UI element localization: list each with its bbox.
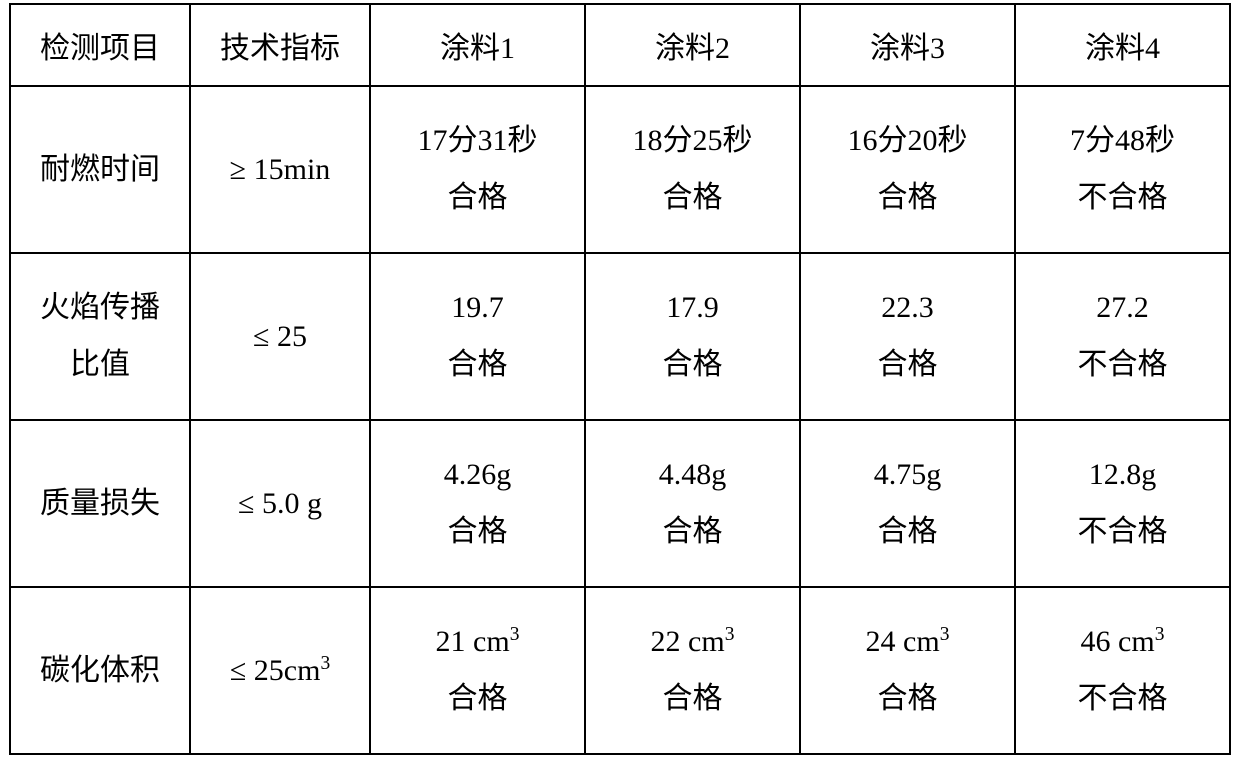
cell-result: 合格 [448,670,508,727]
cell-value: 46 cm3 [1081,613,1165,670]
row-label: 耐燃时间 [10,86,190,253]
table-cell: 27.2 不合格 [1015,253,1230,420]
row-spec: ≤ 25cm3 [190,587,370,754]
cell-value: 12.8g [1089,446,1157,503]
table-cell: 17.9 合格 [585,253,800,420]
table-cell: 24 cm3 合格 [800,587,1015,754]
cell-result: 合格 [448,503,508,560]
row-label: 质量损失 [10,420,190,587]
cell-value: 17.9 [666,279,719,336]
table-cell: 4.48g 合格 [585,420,800,587]
table-cell: 12.8g 不合格 [1015,420,1230,587]
table-row: 耐燃时间 ≥ 15min 17分31秒 合格 18分25秒 合格 16分20秒 … [10,86,1230,253]
cell-result: 合格 [448,169,508,226]
cell-result: 不合格 [1078,670,1168,727]
spec-text: ≤ 25cm3 [230,642,330,699]
table-cell: 16分20秒 合格 [800,86,1015,253]
col-header: 涂料3 [800,4,1015,86]
label-text: 比值 [70,336,130,393]
cell-result: 合格 [878,503,938,560]
cell-value: 7分48秒 [1070,112,1175,169]
row-spec: ≤ 5.0 g [190,420,370,587]
cell-value: 19.7 [451,279,504,336]
cell-result: 合格 [663,670,723,727]
table-row: 火焰传播 比值 ≤ 25 19.7 合格 17.9 合格 22.3 合格 27.… [10,253,1230,420]
cell-result: 合格 [878,336,938,393]
label-text: 火焰传播 [40,279,160,336]
cell-result: 不合格 [1078,336,1168,393]
cell-value: 22.3 [881,279,934,336]
cell-value: 21 cm3 [436,613,520,670]
col-header: 涂料2 [585,4,800,86]
label-text: 耐燃时间 [40,141,160,198]
cell-value: 24 cm3 [866,613,950,670]
table-row: 碳化体积 ≤ 25cm3 21 cm3 合格 22 cm3 合格 24 cm3 … [10,587,1230,754]
cell-result: 合格 [448,336,508,393]
table-cell: 17分31秒 合格 [370,86,585,253]
table-row: 质量损失 ≤ 5.0 g 4.26g 合格 4.48g 合格 4.75g 合格 … [10,420,1230,587]
table-cell: 46 cm3 不合格 [1015,587,1230,754]
spec-text: ≤ 25 [253,308,307,365]
table-header-row: 检测项目 技术指标 涂料1 涂料2 涂料3 涂料4 [10,4,1230,86]
table-cell: 4.75g 合格 [800,420,1015,587]
cell-value: 27.2 [1096,279,1149,336]
cell-value: 17分31秒 [418,112,538,169]
cell-value: 4.48g [659,446,727,503]
cell-result: 不合格 [1078,503,1168,560]
cell-value: 22 cm3 [651,613,735,670]
row-label: 火焰传播 比值 [10,253,190,420]
cell-value: 4.75g [874,446,942,503]
table-cell: 21 cm3 合格 [370,587,585,754]
col-header: 涂料1 [370,4,585,86]
col-header: 检测项目 [10,4,190,86]
table-cell: 19.7 合格 [370,253,585,420]
cell-value: 16分20秒 [848,112,968,169]
cell-value: 18分25秒 [633,112,753,169]
table-cell: 7分48秒 不合格 [1015,86,1230,253]
table-cell: 18分25秒 合格 [585,86,800,253]
cell-result: 合格 [878,670,938,727]
cell-result: 合格 [663,169,723,226]
col-header: 技术指标 [190,4,370,86]
row-label: 碳化体积 [10,587,190,754]
label-text: 质量损失 [40,475,160,532]
table-cell: 4.26g 合格 [370,420,585,587]
col-header: 涂料4 [1015,4,1230,86]
cell-result: 不合格 [1078,169,1168,226]
table-cell: 22.3 合格 [800,253,1015,420]
data-table: 检测项目 技术指标 涂料1 涂料2 涂料3 涂料4 耐燃时间 ≥ 15min 1… [9,3,1231,755]
label-text: 碳化体积 [40,642,160,699]
row-spec: ≤ 25 [190,253,370,420]
table-cell: 22 cm3 合格 [585,587,800,754]
cell-result: 合格 [663,503,723,560]
cell-result: 合格 [878,169,938,226]
spec-text: ≤ 5.0 g [238,475,322,532]
cell-result: 合格 [663,336,723,393]
cell-value: 4.26g [444,446,512,503]
spec-text: ≥ 15min [230,141,331,198]
row-spec: ≥ 15min [190,86,370,253]
